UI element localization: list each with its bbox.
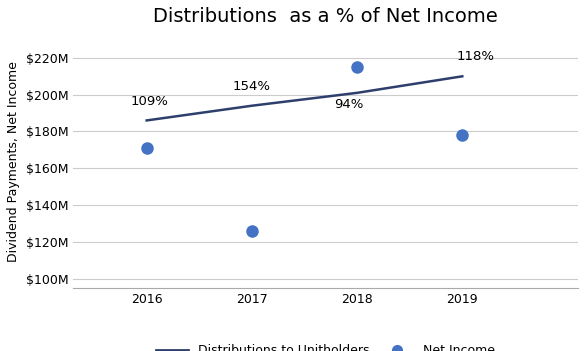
Y-axis label: Dividend Payments, Net Income: Dividend Payments, Net Income: [7, 61, 20, 262]
Legend: Distributions to Unitholders, Net Income: Distributions to Unitholders, Net Income: [152, 339, 500, 351]
Text: 118%: 118%: [457, 51, 495, 64]
Title: Distributions  as a % of Net Income: Distributions as a % of Net Income: [153, 7, 498, 26]
Text: 109%: 109%: [131, 94, 168, 107]
Text: 154%: 154%: [233, 80, 271, 93]
Text: 94%: 94%: [334, 98, 363, 111]
